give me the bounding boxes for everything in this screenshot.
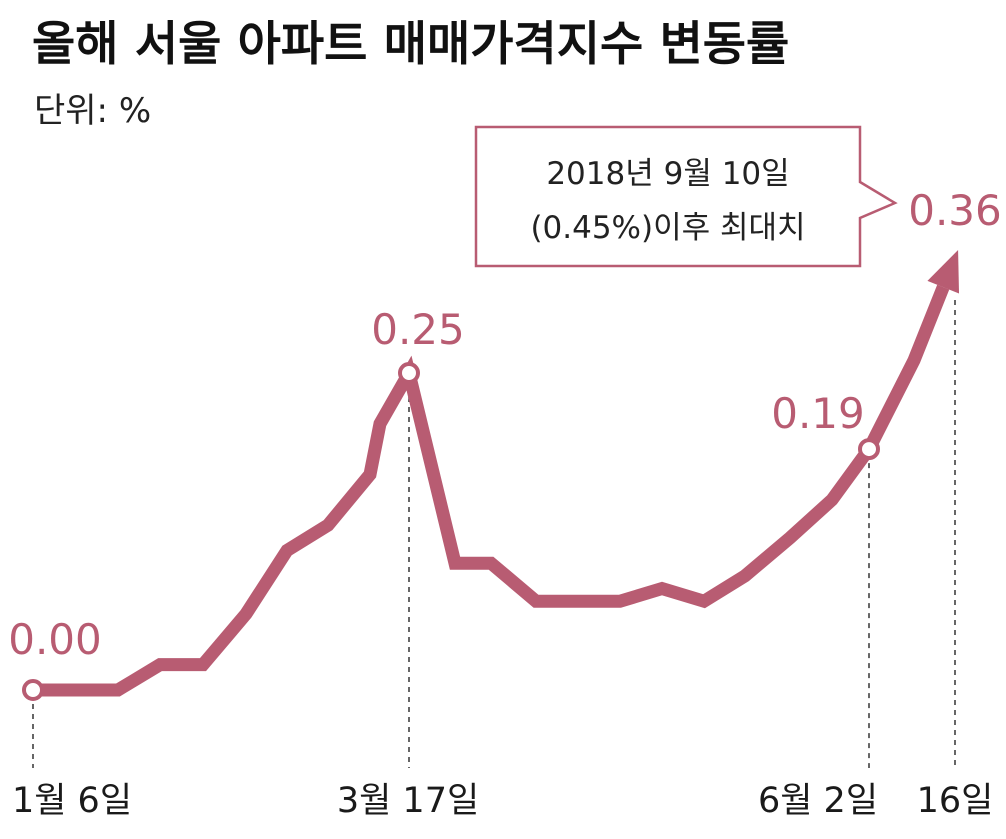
data-label: 0.00: [8, 615, 102, 664]
highlight-marker: [398, 362, 420, 384]
x-tick-label: 6월 2일: [758, 781, 878, 821]
highlight-marker: [22, 679, 44, 701]
callout: 2018년 9월 10일 (0.45%)이후 최대치: [474, 125, 898, 268]
highlight-marker: [858, 438, 880, 461]
x-tick-label: 1월 6일: [12, 781, 132, 821]
series-line: [33, 284, 950, 697]
x-tick-label: 16일: [917, 781, 994, 821]
guide-lines: [32, 300, 956, 768]
callout-box: [474, 125, 898, 268]
data-label: 0.19: [771, 389, 865, 438]
chart-title: 올해 서울 아파트 매매가격지수 변동률: [32, 17, 789, 72]
markers: [22, 362, 880, 701]
data-label: 0.25: [371, 305, 465, 354]
callout-line-1: 2018년 9월 10일: [546, 156, 789, 192]
x-axis-labels: 1월 6일 3월 17일 6월 2일 16일: [12, 781, 993, 821]
unit-label: 단위: %: [34, 91, 151, 131]
data-labels: 0.00 0.25 0.19 0.36: [8, 186, 1002, 664]
data-label: 0.36: [908, 186, 1002, 235]
x-tick-label: 3월 17일: [337, 781, 479, 821]
arrow-head: [927, 250, 960, 294]
callout-line-2: (0.45%)이후 최대치: [530, 210, 805, 246]
